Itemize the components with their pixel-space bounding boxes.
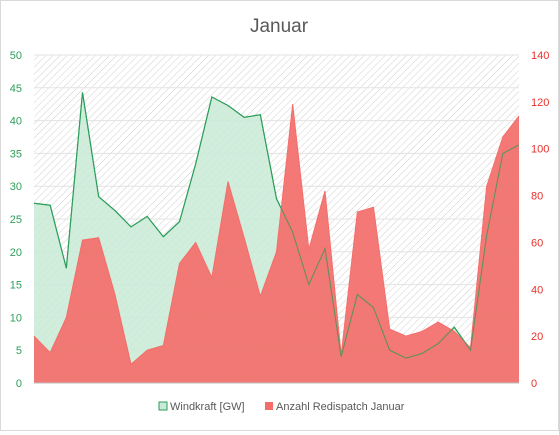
redispatch-point-4 xyxy=(82,239,84,241)
right-tick-label: 80 xyxy=(531,191,543,203)
redispatch-point-31 xyxy=(518,115,520,117)
left-tick-label: 20 xyxy=(10,247,22,259)
right-tick-label: 40 xyxy=(531,284,543,296)
redispatch-point-23 xyxy=(389,328,391,330)
chart-title: Januar xyxy=(250,16,309,37)
right-tick-label: 140 xyxy=(531,50,549,62)
redispatch-point-14 xyxy=(243,237,245,239)
redispatch-point-27 xyxy=(454,331,456,333)
redispatch-point-6 xyxy=(114,293,116,295)
right-tick-label: 60 xyxy=(531,237,543,249)
redispatch-point-26 xyxy=(437,321,439,323)
redispatch-point-10 xyxy=(179,263,181,265)
legend: Windkraft [GW] Anzahl Redispatch Januar xyxy=(158,401,405,413)
left-tick-label: 45 xyxy=(10,83,22,95)
legend-redispatch-swatch xyxy=(265,402,273,410)
legend-windkraft-swatch xyxy=(158,401,168,411)
redispatch-point-24 xyxy=(405,335,407,337)
redispatch-point-3 xyxy=(66,317,68,319)
redispatch-point-2 xyxy=(49,352,51,354)
redispatch-point-9 xyxy=(163,345,165,347)
redispatch-point-1 xyxy=(33,335,35,337)
redispatch-point-11 xyxy=(195,242,197,244)
series-layer xyxy=(33,92,520,384)
redispatch-point-30 xyxy=(502,136,504,138)
redispatch-point-29 xyxy=(486,185,488,187)
left-tick-label: 40 xyxy=(10,116,22,128)
redispatch-point-21 xyxy=(357,211,359,213)
legend-redispatch-label: Anzahl Redispatch Januar xyxy=(276,401,405,413)
left-tick-label: 15 xyxy=(10,280,22,292)
left-tick-label: 25 xyxy=(10,214,22,226)
windkraft-area xyxy=(34,92,519,383)
redispatch-area xyxy=(34,104,519,383)
redispatch-point-7 xyxy=(130,363,132,365)
left-tick-label: 5 xyxy=(16,345,22,357)
left-axis: 0 5 10 15 20 25 30 35 40 45 50 xyxy=(10,50,22,390)
redispatch-point-22 xyxy=(373,206,375,208)
redispatch-point-5 xyxy=(98,237,100,239)
right-tick-label: 120 xyxy=(531,97,549,109)
windkraft-line-overlay xyxy=(33,92,520,359)
right-tick-label: 100 xyxy=(531,144,549,156)
legend-windkraft-label: Windkraft [GW] xyxy=(170,401,245,413)
left-tick-label: 35 xyxy=(10,148,22,160)
redispatch-line xyxy=(33,104,520,366)
redispatch-point-25 xyxy=(421,331,423,333)
right-tick-label: 0 xyxy=(531,378,537,390)
left-tick-label: 30 xyxy=(10,181,22,193)
redispatch-point-15 xyxy=(260,296,262,298)
redispatch-point-17 xyxy=(292,103,294,105)
right-tick-label: 20 xyxy=(531,331,543,343)
left-tick-label: 10 xyxy=(10,312,22,324)
redispatch-point-8 xyxy=(146,349,148,351)
redispatch-point-18 xyxy=(308,249,310,251)
redispatch-point-16 xyxy=(276,251,278,253)
left-tick-label: 0 xyxy=(16,378,22,390)
redispatch-point-12 xyxy=(211,277,213,279)
left-tick-label: 50 xyxy=(10,50,22,62)
redispatch-point-13 xyxy=(227,181,229,183)
redispatch-point-19 xyxy=(324,190,326,192)
right-axis: 0 20 40 60 80 100 120 140 xyxy=(531,50,549,390)
